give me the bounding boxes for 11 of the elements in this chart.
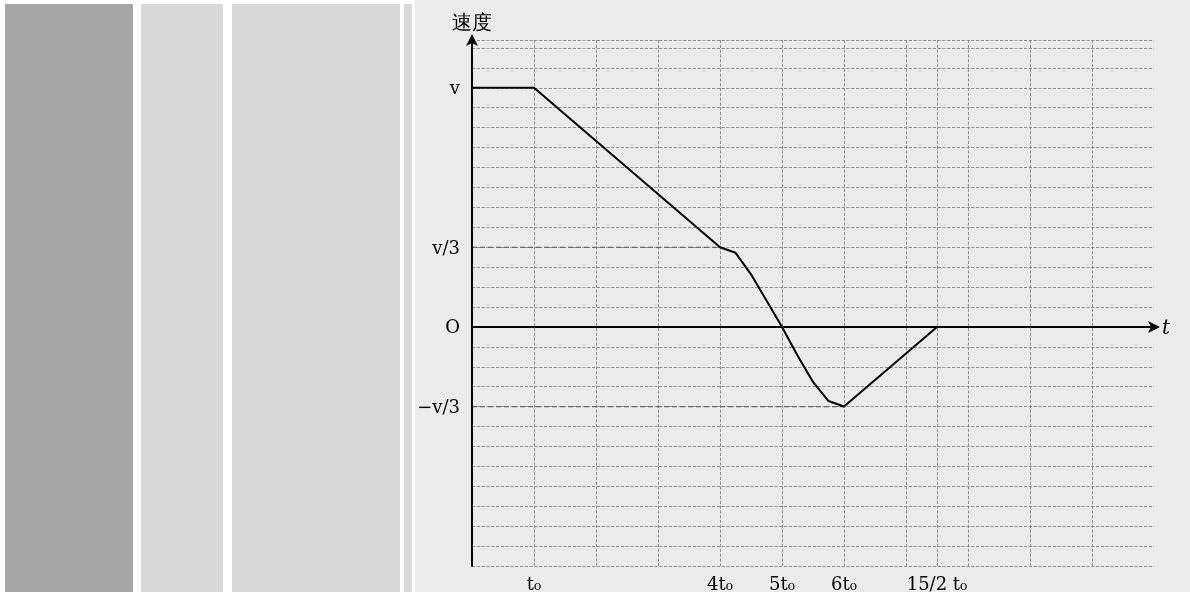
x-axis-title: t [1162, 314, 1171, 339]
y-axis-title: 速度 [452, 10, 492, 34]
x-tick-label: 6t₀ [831, 572, 857, 592]
x-tick-label: t₀ [526, 572, 542, 592]
x-tick-label: 15/2 t₀ [906, 572, 968, 592]
annotation: −v/3 [417, 396, 460, 418]
text: O [445, 316, 460, 338]
annotation: v [448, 77, 461, 99]
x-tick-label: 4t₀ [707, 572, 733, 592]
annotation: v/3 [431, 236, 460, 258]
x-tick-label: 5t₀ [769, 572, 795, 592]
